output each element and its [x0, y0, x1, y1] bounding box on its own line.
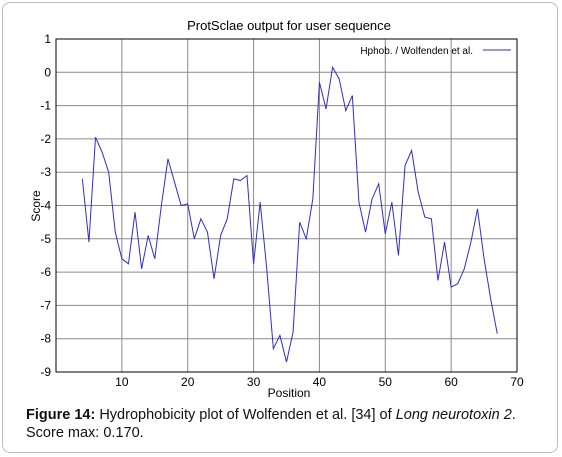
y-axis-label: Score: [29, 190, 43, 222]
grid-lines: [56, 39, 517, 372]
x-tick-label: 50: [379, 375, 393, 389]
x-tick-label: 30: [247, 375, 261, 389]
x-tick-label: 20: [181, 375, 195, 389]
x-tick-label: 40: [313, 375, 327, 389]
y-tick-label: -7: [40, 298, 51, 312]
y-tick-label: -8: [40, 332, 51, 346]
y-tick-label: -2: [40, 132, 51, 146]
caption-label: Figure 14:: [26, 407, 96, 423]
y-tick-label: -3: [40, 165, 51, 179]
hydrophobicity-chart: ProtSclae output for user sequence 10 20 3…: [29, 18, 524, 400]
x-tick-label: 10: [115, 375, 129, 389]
series-line: [81, 65, 498, 363]
caption-tail: . Score max: 0.170.: [26, 407, 516, 441]
x-axis-label: Position: [268, 386, 311, 400]
plot-border: [55, 38, 518, 373]
y-tick-label: 1: [44, 32, 51, 46]
y-tick-label: -6: [40, 265, 51, 279]
chart-title: ProtSclae output for user sequence: [187, 18, 391, 33]
x-tick-label: 70: [510, 375, 524, 389]
legend: Hphob. / Wolfenden et al.: [360, 46, 511, 57]
y-tick-label: -9: [40, 365, 51, 379]
y-tick-label: -1: [40, 99, 51, 113]
caption-text: Hydrophobicity plot of Wolfenden et al. …: [95, 407, 396, 423]
series-layer: [81, 65, 498, 363]
figure-caption: Figure 14: Hydrophobicity plot of Wolfen…: [26, 406, 546, 442]
legend-label: Hphob. / Wolfenden et al.: [360, 46, 473, 57]
y-tick-label: -5: [40, 232, 51, 246]
x-tick-label: 60: [444, 375, 458, 389]
y-tick-label: -4: [40, 199, 51, 213]
y-tick-label: 0: [44, 65, 51, 79]
caption-italic: Long neurotoxin 2: [395, 407, 512, 423]
